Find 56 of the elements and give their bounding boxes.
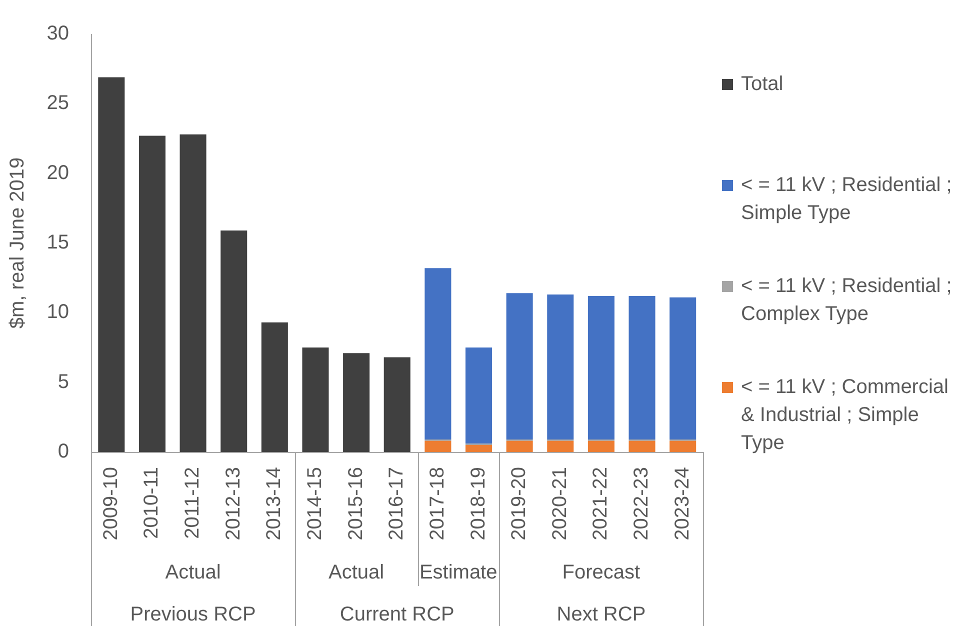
x-tick-label: 2020-21 [548,467,571,540]
bar [261,322,288,452]
bar [98,77,125,452]
y-tick-label: 5 [58,370,69,393]
bar [588,296,614,440]
bar [547,294,574,440]
text: Current RCP [340,604,454,626]
bar [424,268,452,440]
text: Estimate [419,562,498,584]
bar [180,134,206,452]
y-tick-label: 20 [46,162,69,184]
bar [343,353,370,452]
bar [465,445,492,452]
bar [628,440,656,452]
x-tick-label: 2023-24 [671,467,694,540]
y-tick-label: 0 [58,440,69,463]
text: Actual [328,562,384,584]
bar [384,357,410,452]
legend-label: < = 11 kV ; Commercial & Industrial ; Simple Type [741,375,950,456]
bar [506,440,533,452]
bar [670,440,696,452]
bar [588,440,614,452]
bar [547,440,574,452]
y-tick-label: 30 [46,22,69,45]
bar [424,440,452,452]
x-tick-label: 2013-14 [263,467,286,540]
bar [465,348,492,444]
bar [220,230,248,452]
x-tick-label: 2022-23 [630,467,653,540]
legend-label: Total [741,72,784,97]
x-tick-label: 2017-18 [426,467,448,540]
x-tick-label: 2021-22 [590,467,612,540]
bar [302,348,329,452]
bar [670,297,696,440]
legend-label: < = 11 kV ; Residential ; Simple Type [741,173,953,226]
bar [506,293,533,440]
y-axis-title: $m, real June 2019 [6,157,29,329]
x-tick-label: 2010-11 [140,467,163,539]
text: Next RCP [556,604,646,626]
x-tick-label: 2015-16 [344,467,367,540]
x-tick-label: 2012-13 [222,467,244,540]
x-tick-label: 2011-12 [182,467,204,539]
y-tick-label: 25 [46,92,69,114]
text: Actual [165,562,221,584]
bar [138,136,166,452]
text: Forecast [562,562,641,584]
x-tick-label: 2014-15 [304,467,326,540]
x-tick-label: 2009-10 [100,467,122,540]
x-tick-label: 2018-19 [467,467,490,540]
legend-label: < = 11 kV ; Residential ; Complex Type [741,274,953,327]
text: Previous RCP [130,604,256,626]
y-tick-label: 15 [46,232,69,254]
x-tick-label: 2016-17 [386,467,408,540]
x-tick-label: 2019-20 [508,467,530,540]
bar [628,296,656,440]
y-tick-label: 10 [46,301,69,324]
